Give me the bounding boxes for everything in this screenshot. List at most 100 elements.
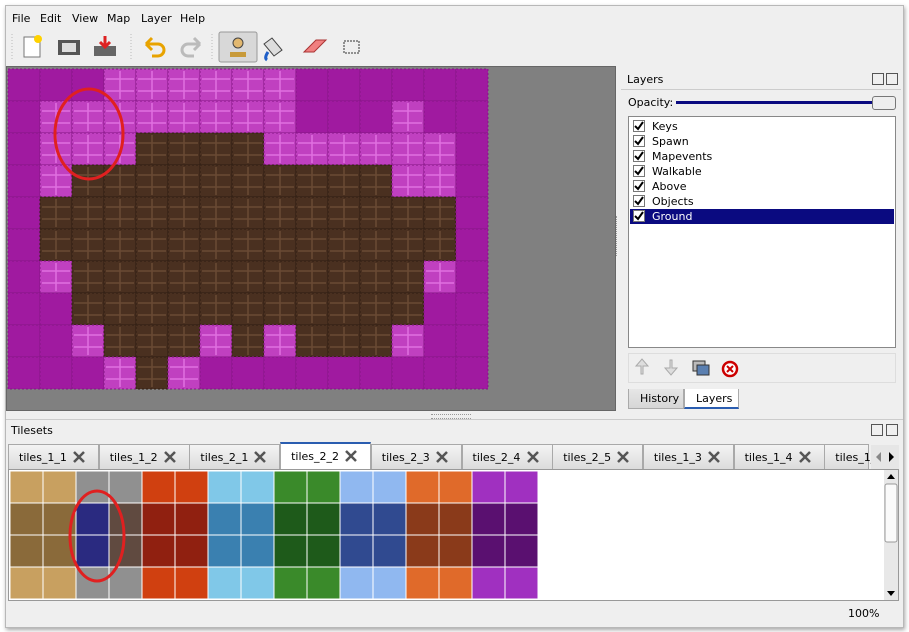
tileset-tab[interactable]: tiles_1_3: [642, 444, 734, 469]
tileset-tile[interactable]: [9, 534, 44, 568]
dock-tab[interactable]: Layers: [684, 389, 739, 409]
tileset-tile[interactable]: [306, 566, 341, 600]
tileset-tile[interactable]: [273, 470, 308, 504]
visibility-checkbox[interactable]: [633, 180, 645, 192]
tileset-tile[interactable]: [405, 502, 440, 536]
tileset-tile[interactable]: [405, 566, 440, 600]
tileset-tile[interactable]: [75, 534, 110, 568]
menu-item[interactable]: Edit: [40, 12, 62, 25]
tileset-canvas[interactable]: [9, 470, 883, 600]
scrollbar[interactable]: [884, 470, 898, 600]
map-canvas[interactable]: [7, 67, 615, 410]
open-button[interactable]: [58, 40, 80, 55]
close-tab[interactable]: [72, 450, 86, 464]
tileset-tile[interactable]: [306, 534, 341, 568]
tileset-tile[interactable]: [504, 470, 539, 504]
tileset-tile[interactable]: [405, 470, 440, 504]
tileset-tile[interactable]: [108, 502, 143, 536]
tileset-tile[interactable]: [372, 534, 407, 568]
layer-row[interactable]: Keys: [630, 119, 894, 134]
tileset-tile[interactable]: [141, 534, 176, 568]
tileset-tile[interactable]: [339, 534, 374, 568]
tileset-tile[interactable]: [273, 534, 308, 568]
close-tab[interactable]: [253, 450, 267, 464]
tileset-tile[interactable]: [75, 502, 110, 536]
dock-tab[interactable]: History: [628, 389, 684, 409]
menu-item[interactable]: Help: [180, 12, 206, 25]
tileset-tile[interactable]: [471, 470, 506, 504]
tileset-tab[interactable]: tiles_1_2: [98, 444, 190, 469]
tileset-tile[interactable]: [174, 502, 209, 536]
tileset-tile[interactable]: [207, 566, 242, 600]
close-tab[interactable]: [798, 450, 812, 464]
float-button[interactable]: [871, 424, 883, 436]
close-tab[interactable]: [435, 450, 449, 464]
close-tab[interactable]: [344, 449, 358, 463]
layer-row[interactable]: Objects: [630, 194, 894, 209]
new-button[interactable]: [23, 35, 42, 58]
eraser-tool[interactable]: [302, 39, 328, 53]
fill-tool[interactable]: [263, 37, 283, 62]
layer-row[interactable]: Above: [630, 179, 894, 194]
tileset-tab[interactable]: tiles_2_3: [370, 444, 462, 469]
close-tab[interactable]: [616, 450, 630, 464]
tileset-tile[interactable]: [9, 502, 44, 536]
remove-layer[interactable]: [721, 360, 739, 378]
tileset-tile[interactable]: [141, 566, 176, 600]
tileset-tile[interactable]: [438, 566, 473, 600]
tileset-tile[interactable]: [504, 566, 539, 600]
visibility-checkbox[interactable]: [633, 195, 645, 207]
close-button[interactable]: [886, 424, 898, 436]
tab-scroll[interactable]: [871, 445, 899, 469]
tileset-tile[interactable]: [471, 566, 506, 600]
stamp-tool[interactable]: [218, 31, 258, 63]
tileset-tile[interactable]: [207, 502, 242, 536]
close-button[interactable]: [886, 73, 898, 85]
tileset-tile[interactable]: [240, 566, 275, 600]
layer-row[interactable]: Walkable: [630, 164, 894, 179]
tileset-tile[interactable]: [306, 502, 341, 536]
tileset-tile[interactable]: [438, 470, 473, 504]
lower-layer[interactable]: [663, 359, 679, 376]
splitter[interactable]: [616, 216, 623, 256]
close-tab[interactable]: [163, 450, 177, 464]
tileset-tile[interactable]: [9, 470, 44, 504]
menu-item[interactable]: Map: [107, 12, 131, 25]
tileset-tab[interactable]: tiles_2_5: [552, 444, 644, 469]
tileset-tile[interactable]: [273, 502, 308, 536]
tab-scroll-arrows[interactable]: [871, 445, 899, 469]
tileset-tile[interactable]: [306, 470, 341, 504]
tileset-tile[interactable]: [42, 470, 77, 504]
visibility-checkbox[interactable]: [633, 165, 645, 177]
visibility-checkbox[interactable]: [633, 120, 645, 132]
layer-row[interactable]: Ground: [630, 209, 894, 224]
tileset-tile[interactable]: [141, 502, 176, 536]
tileset-tile[interactable]: [207, 470, 242, 504]
tileset-tile[interactable]: [372, 470, 407, 504]
tileset-tile[interactable]: [108, 470, 143, 504]
select-tool[interactable]: [343, 40, 360, 54]
tileset-tab[interactable]: tiles_2_1: [189, 444, 281, 469]
tileset-tile[interactable]: [141, 470, 176, 504]
tileset-tab[interactable]: tiles_2_4: [461, 444, 553, 469]
tileset-tile[interactable]: [438, 534, 473, 568]
duplicate-layer[interactable]: [692, 360, 710, 376]
tileset-tile[interactable]: [339, 470, 374, 504]
tileset-tile[interactable]: [273, 566, 308, 600]
tileset-tab[interactable]: tiles_2_2: [280, 442, 372, 470]
tileset-tile[interactable]: [339, 566, 374, 600]
tileset-tile[interactable]: [504, 502, 539, 536]
visibility-checkbox[interactable]: [633, 150, 645, 162]
close-tab[interactable]: [526, 450, 540, 464]
raise-layer[interactable]: [634, 358, 650, 375]
tileset-tile[interactable]: [174, 534, 209, 568]
float-button[interactable]: [872, 73, 884, 85]
tileset-tile[interactable]: [75, 566, 110, 600]
undo-button[interactable]: [144, 36, 166, 58]
tileset-tile[interactable]: [372, 566, 407, 600]
tileset-tile[interactable]: [240, 502, 275, 536]
save-button[interactable]: [94, 36, 116, 56]
tileset-tile[interactable]: [42, 566, 77, 600]
tileset-tile[interactable]: [471, 534, 506, 568]
layer-row[interactable]: Mapevents: [630, 149, 894, 164]
